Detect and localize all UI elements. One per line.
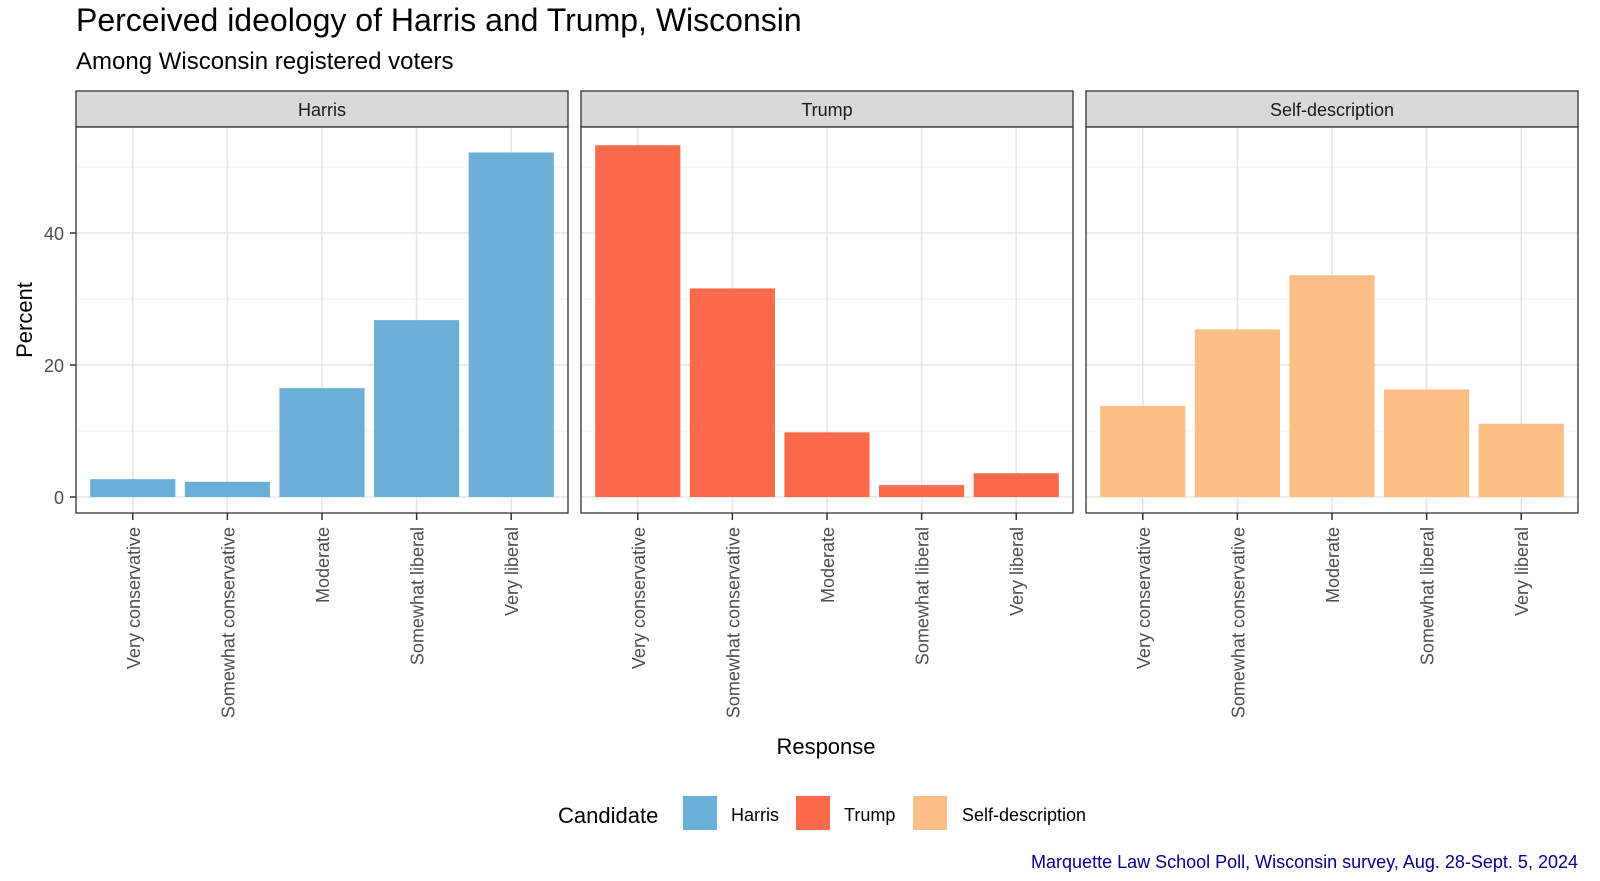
bar-harris-very-liberal — [468, 152, 554, 498]
bar-trump-very-conservative — [595, 145, 681, 497]
x-tick-label-self-description-very-conservative: Very conservative — [1134, 527, 1154, 669]
x-tick-label-self-description-very-liberal: Very liberal — [1512, 527, 1532, 616]
legend-title: Candidate — [558, 803, 658, 828]
legend-key-self-description — [913, 796, 947, 830]
x-tick-label-trump-somewhat-liberal: Somewhat liberal — [913, 527, 933, 665]
x-tick-label-trump-moderate: Moderate — [818, 527, 838, 603]
x-tick-label-self-description-somewhat-conservative: Somewhat conservative — [1228, 527, 1248, 718]
facet-label-self-description: Self-description — [1270, 100, 1394, 120]
chart-subtitle: Among Wisconsin registered voters — [76, 48, 454, 75]
bar-self-description-somewhat-conservative — [1194, 329, 1280, 497]
bar-self-description-very-liberal — [1478, 423, 1564, 497]
x-tick-label-trump-very-conservative: Very conservative — [629, 527, 649, 669]
chart-caption: Marquette Law School Poll, Wisconsin sur… — [1031, 852, 1578, 872]
x-tick-label-harris-somewhat-liberal: Somewhat liberal — [408, 527, 428, 665]
x-tick-label-harris-very-conservative: Very conservative — [124, 527, 144, 669]
bar-trump-very-liberal — [973, 473, 1059, 497]
legend-label-trump: Trump — [844, 805, 895, 825]
facet-label-harris: Harris — [298, 100, 346, 120]
x-tick-label-harris-very-liberal: Very liberal — [502, 527, 522, 616]
y-axis-title: Percent — [12, 282, 37, 358]
legend-label-harris: Harris — [731, 805, 779, 825]
chart-title: Perceived ideology of Harris and Trump, … — [76, 2, 802, 38]
x-tick-label-self-description-moderate: Moderate — [1323, 527, 1343, 603]
facet-strip-self-description — [1085, 90, 1579, 128]
bar-self-description-very-conservative — [1100, 405, 1186, 497]
bar-trump-somewhat-liberal — [879, 485, 965, 497]
bar-trump-somewhat-conservative — [689, 288, 775, 497]
legend-key-trump — [796, 796, 830, 830]
x-tick-label-self-description-somewhat-liberal: Somewhat liberal — [1418, 527, 1438, 665]
bar-harris-moderate — [279, 388, 365, 497]
y-tick-label-20: 20 — [44, 356, 64, 376]
facet-strip-harris — [75, 90, 569, 128]
x-tick-label-harris-moderate: Moderate — [313, 527, 333, 603]
x-tick-label-trump-very-liberal: Very liberal — [1007, 527, 1027, 616]
facet-label-trump: Trump — [801, 100, 852, 120]
bar-harris-somewhat-liberal — [374, 320, 460, 497]
legend-key-harris — [683, 796, 717, 830]
y-tick-label-0: 0 — [54, 488, 64, 508]
x-tick-label-trump-somewhat-conservative: Somewhat conservative — [723, 527, 743, 718]
bar-self-description-somewhat-liberal — [1384, 389, 1470, 497]
legend-label-self-description: Self-description — [962, 805, 1086, 825]
y-tick-label-40: 40 — [44, 224, 64, 244]
x-tick-label-harris-somewhat-conservative: Somewhat conservative — [218, 527, 238, 718]
x-axis-title: Response — [776, 734, 875, 759]
bar-trump-moderate — [784, 432, 870, 497]
bar-self-description-moderate — [1289, 275, 1375, 497]
bar-harris-somewhat-conservative — [184, 481, 270, 497]
bar-harris-very-conservative — [90, 479, 176, 497]
